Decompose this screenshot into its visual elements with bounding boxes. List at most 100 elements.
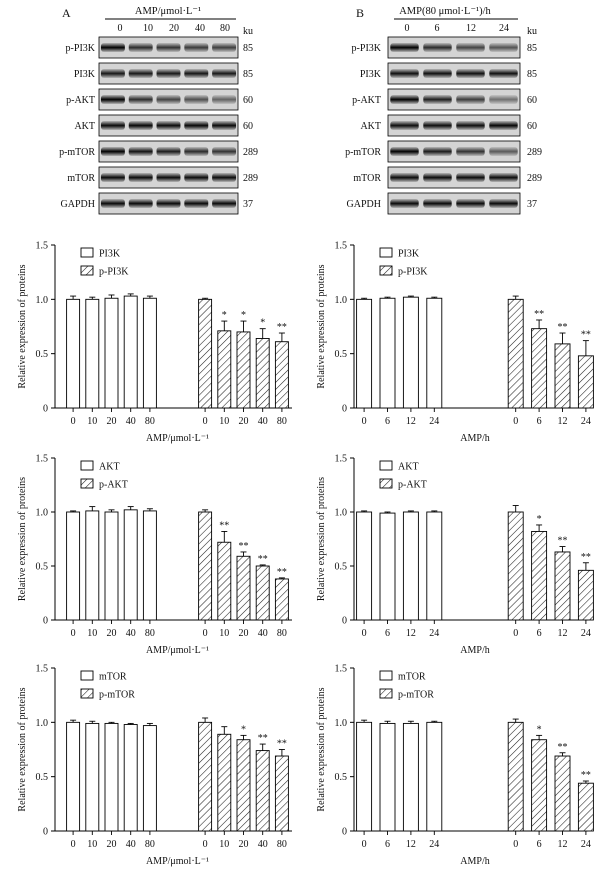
chart-akt-dose: 0 0.5 1.0 1.5 Relative expression of protein… <box>17 454 292 656</box>
lane-label: 20 <box>169 23 179 34</box>
legend-swatch <box>379 265 393 276</box>
y-tick-label: 1.0 <box>335 295 348 306</box>
legend-swatch <box>379 670 393 681</box>
blot-band <box>489 199 518 208</box>
x-tick-label: 0 <box>71 416 76 427</box>
y-axis-label: Relative expression of proteins <box>17 477 28 601</box>
x-tick-label: 10 <box>87 839 97 850</box>
protein-label: PI3K <box>74 69 96 80</box>
blot-band <box>489 43 518 52</box>
blot-row-p-akt: p-AKT 60 <box>66 88 253 111</box>
legend-label: p-mTOR <box>398 690 434 701</box>
bar <box>142 725 157 832</box>
legend-swatch <box>379 478 393 489</box>
panel-b-label: B <box>356 6 364 20</box>
blot-band <box>212 199 237 208</box>
x-tick-label: 24 <box>429 628 439 639</box>
y-tick-label: 0 <box>43 404 48 415</box>
y-tick-label: 1.0 <box>36 508 49 519</box>
blot-band <box>423 95 452 104</box>
chart-mtor-dose: 0 0.5 1.0 1.5 Relative expression of protein… <box>17 664 292 867</box>
blot-band <box>184 95 209 104</box>
chart-akt-time: 0 0.5 1.0 1.5 Relative expression of protein… <box>316 454 594 656</box>
x-tick-label: 20 <box>239 416 249 427</box>
bar <box>554 551 571 621</box>
blot-band <box>489 121 518 130</box>
bar <box>274 578 289 621</box>
blot-band <box>390 95 419 104</box>
legend-swatch <box>379 688 393 699</box>
significance-mark: * <box>537 514 542 525</box>
bar <box>142 510 157 621</box>
blot-band <box>184 121 209 130</box>
blot-band <box>456 95 485 104</box>
x-tick-label: 0 <box>362 839 367 850</box>
blot-row-p-pi3k: p-PI3K 85 <box>352 36 537 59</box>
kd-label: 289 <box>243 147 258 158</box>
x-tick-label: 80 <box>277 628 287 639</box>
bar <box>402 296 419 409</box>
y-tick-label: 1.0 <box>36 718 49 729</box>
x-tick-label: 6 <box>537 628 542 639</box>
legend-swatch <box>80 688 94 699</box>
x-tick-label: 20 <box>239 839 249 850</box>
blot-band <box>128 43 153 52</box>
blot-band <box>156 147 181 156</box>
bar <box>104 511 119 621</box>
kd-label: 37 <box>243 199 253 210</box>
blot-row-mtor: mTOR 289 <box>67 166 258 189</box>
y-tick-label: 1.5 <box>36 454 49 465</box>
blot-row-mtor: mTOR 289 <box>353 166 542 189</box>
protein-label: p-PI3K <box>352 43 382 54</box>
blot-band <box>456 121 485 130</box>
panel-label-b: B <box>356 6 364 20</box>
x-tick-label: 20 <box>107 416 117 427</box>
blot-row-pi3k: PI3K 85 <box>360 62 537 85</box>
bar <box>217 733 232 832</box>
protein-label: p-AKT <box>352 95 381 106</box>
kd-label: 85 <box>243 43 253 54</box>
blot-band <box>100 173 125 182</box>
x-tick-label: 6 <box>537 839 542 850</box>
y-tick-label: 1.5 <box>335 241 348 252</box>
y-tick-label: 0.5 <box>36 772 49 783</box>
x-tick-label: 24 <box>429 839 439 850</box>
bar <box>123 295 138 409</box>
y-axis-label: Relative expression of proteins <box>316 264 327 388</box>
legend-label: PI3K <box>398 249 420 260</box>
x-tick-label: 80 <box>145 416 155 427</box>
significance-mark: ** <box>581 330 591 341</box>
blot-band <box>212 43 237 52</box>
blot-row-pi3k: PI3K 85 <box>74 62 253 85</box>
significance-mark: * <box>241 310 246 321</box>
bar <box>142 297 157 409</box>
bar <box>198 298 213 409</box>
bar <box>236 739 251 832</box>
y-tick-label: 0.5 <box>335 562 348 573</box>
x-tick-label: 40 <box>126 839 136 850</box>
blot-band <box>423 199 452 208</box>
y-tick-label: 0 <box>43 827 48 838</box>
bar <box>356 298 373 409</box>
bar <box>402 511 419 621</box>
bar <box>66 721 81 832</box>
significance-mark: * <box>222 310 227 321</box>
x-tick-label: 24 <box>581 416 591 427</box>
blot-row-gapdh: GAPDH 37 <box>347 192 537 215</box>
blot-band <box>212 173 237 182</box>
kd-label: 289 <box>527 173 542 184</box>
bar <box>66 511 81 621</box>
protein-label: p-AKT <box>66 95 95 106</box>
blot-band <box>184 147 209 156</box>
blot-row-akt: AKT 60 <box>360 114 537 137</box>
kd-label: 289 <box>527 147 542 158</box>
blot-band <box>456 43 485 52</box>
significance-mark: ** <box>239 541 249 552</box>
significance-mark: ** <box>558 536 568 547</box>
x-tick-label: 0 <box>513 839 518 850</box>
kd-label: 60 <box>527 121 537 132</box>
y-tick-label: 0 <box>43 616 48 627</box>
x-tick-label: 24 <box>429 416 439 427</box>
y-tick-label: 0.5 <box>335 772 348 783</box>
blot-band <box>184 69 209 78</box>
